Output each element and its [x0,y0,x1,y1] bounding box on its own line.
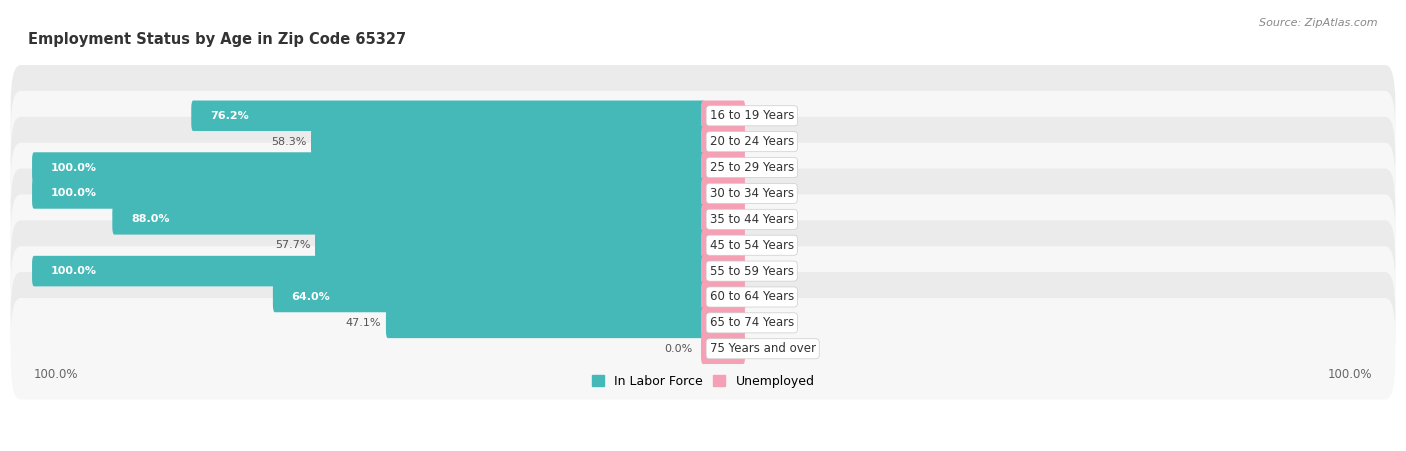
Text: 0.0%: 0.0% [756,189,785,198]
Legend: In Labor Force, Unemployed: In Labor Force, Unemployed [586,370,820,393]
Text: 55 to 59 Years: 55 to 59 Years [710,265,794,278]
Text: 76.2%: 76.2% [209,111,249,121]
FancyBboxPatch shape [702,178,745,209]
Text: 0.0%: 0.0% [756,292,785,302]
FancyBboxPatch shape [11,298,1395,400]
Text: 0.0%: 0.0% [756,318,785,328]
Text: 47.1%: 47.1% [346,318,381,328]
Text: Source: ZipAtlas.com: Source: ZipAtlas.com [1260,18,1378,28]
Text: 64.0%: 64.0% [291,292,330,302]
FancyBboxPatch shape [11,194,1395,296]
FancyBboxPatch shape [273,282,704,312]
Text: 58.3%: 58.3% [271,137,307,147]
FancyBboxPatch shape [11,246,1395,348]
FancyBboxPatch shape [311,126,704,157]
Text: 35 to 44 Years: 35 to 44 Years [710,213,794,226]
Text: 75 Years and over: 75 Years and over [710,342,815,355]
Text: 0.0%: 0.0% [756,240,785,250]
Text: 16 to 19 Years: 16 to 19 Years [710,109,794,122]
FancyBboxPatch shape [702,101,745,131]
Text: 0.0%: 0.0% [756,214,785,224]
Text: 65 to 74 Years: 65 to 74 Years [710,316,794,329]
FancyBboxPatch shape [11,117,1395,218]
Text: 20 to 24 Years: 20 to 24 Years [710,135,794,148]
FancyBboxPatch shape [385,308,704,338]
Text: 0.0%: 0.0% [756,266,785,276]
FancyBboxPatch shape [702,256,745,286]
FancyBboxPatch shape [702,333,745,364]
FancyBboxPatch shape [702,230,745,261]
FancyBboxPatch shape [11,65,1395,166]
Text: 25 to 29 Years: 25 to 29 Years [710,161,794,174]
FancyBboxPatch shape [112,204,704,235]
FancyBboxPatch shape [11,143,1395,244]
FancyBboxPatch shape [11,221,1395,322]
Text: 0.0%: 0.0% [756,162,785,173]
Text: 88.0%: 88.0% [131,214,170,224]
FancyBboxPatch shape [702,204,745,235]
Text: 30 to 34 Years: 30 to 34 Years [710,187,794,200]
FancyBboxPatch shape [11,169,1395,270]
Text: 0.0%: 0.0% [665,344,693,354]
Text: Employment Status by Age in Zip Code 65327: Employment Status by Age in Zip Code 653… [28,32,406,46]
FancyBboxPatch shape [315,230,704,261]
Text: 45 to 54 Years: 45 to 54 Years [710,239,794,252]
FancyBboxPatch shape [32,178,704,209]
Text: 57.7%: 57.7% [274,240,311,250]
FancyBboxPatch shape [191,101,704,131]
FancyBboxPatch shape [11,272,1395,373]
FancyBboxPatch shape [32,152,704,183]
Text: 0.0%: 0.0% [756,137,785,147]
Text: 100.0%: 100.0% [34,368,79,381]
FancyBboxPatch shape [702,152,745,183]
Text: 0.0%: 0.0% [756,344,785,354]
Text: 100.0%: 100.0% [1327,368,1372,381]
Text: 100.0%: 100.0% [51,266,97,276]
Text: 0.0%: 0.0% [756,111,785,121]
FancyBboxPatch shape [702,308,745,338]
Text: 60 to 64 Years: 60 to 64 Years [710,290,794,304]
FancyBboxPatch shape [702,282,745,312]
Text: 100.0%: 100.0% [51,162,97,173]
FancyBboxPatch shape [702,126,745,157]
Text: 100.0%: 100.0% [51,189,97,198]
FancyBboxPatch shape [11,91,1395,193]
FancyBboxPatch shape [32,256,704,286]
